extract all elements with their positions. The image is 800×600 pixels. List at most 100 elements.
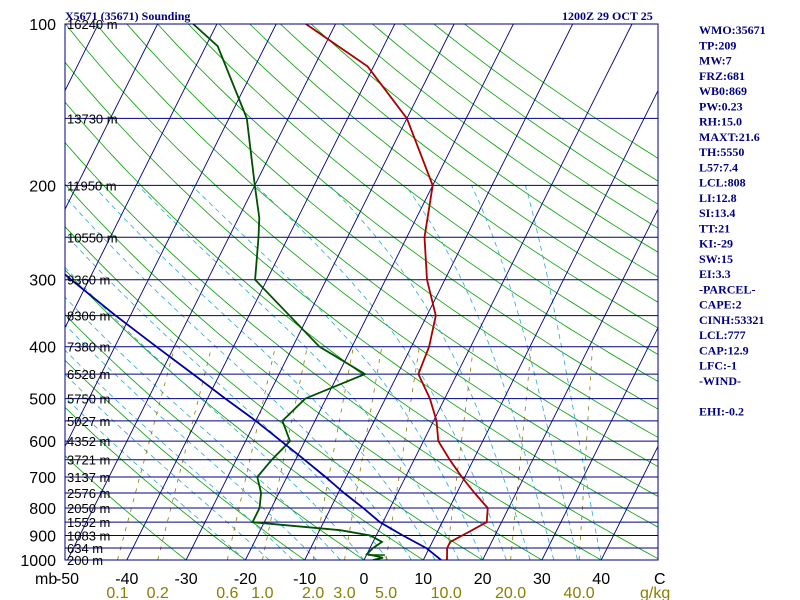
sounding-index: WB0:869 — [699, 84, 747, 98]
chart-title: X5671 (35671) Sounding — [65, 9, 190, 23]
sounding-index: TT:21 — [699, 221, 730, 235]
temperature-tick-label: -50 — [56, 571, 79, 588]
altitude-label: 10550 m — [67, 230, 118, 245]
mixing-ratio-label: 5.0 — [375, 585, 397, 600]
isotherm — [126, 24, 396, 560]
sounding-traces — [65, 24, 489, 560]
isotherm — [244, 24, 514, 560]
pressure-tick-label: 900 — [29, 528, 56, 545]
sounding-index: CAPE:2 — [699, 298, 742, 312]
moist-adiabat — [65, 373, 270, 560]
sounding-index: MAXT:21.6 — [699, 130, 760, 144]
sounding-index: WMO:35671 — [699, 23, 766, 37]
isotherm — [65, 24, 277, 448]
altitude-label: 7380 m — [67, 340, 110, 355]
temperature-tick-label: -10 — [293, 571, 316, 588]
temperature-tick-label: 0 — [360, 571, 369, 588]
temperature-tick-label: 40 — [592, 571, 610, 588]
sounding-index: LFC:-1 — [699, 359, 737, 373]
isotherm — [422, 89, 658, 560]
temperature-tick-label: -30 — [175, 571, 198, 588]
altitude-label: 1083 m — [67, 528, 110, 543]
sounding-index: MW:7 — [699, 54, 732, 68]
pressure-tick-label: 300 — [29, 273, 56, 290]
mixing-ratio-line — [344, 346, 383, 560]
mixing-ratio-label: 1.0 — [251, 585, 273, 600]
temperature-tick-label: 20 — [474, 571, 492, 588]
sounding-index: LI:12.8 — [699, 191, 737, 205]
temperature-trace — [305, 24, 489, 560]
pressure-tick-label: 400 — [29, 340, 56, 357]
sounding-index: SW:15 — [699, 252, 733, 266]
altitude-label: 2050 m — [67, 501, 110, 516]
temperature-tick-label: 30 — [533, 571, 551, 588]
isotherm — [541, 326, 658, 560]
isotherm — [304, 24, 574, 560]
temperature-unit-label: C — [654, 571, 666, 588]
pressure-tick-label: 100 — [29, 17, 56, 34]
background-grid — [65, 24, 658, 560]
pressure-tick-label: 1000 — [20, 553, 56, 570]
dewpoint-trace — [192, 24, 384, 560]
sounding-index: -PARCEL- — [699, 282, 755, 296]
altitude-label: 3137 m — [67, 470, 110, 485]
sounding-datetime: 1200Z 29 OCT 25 — [562, 9, 653, 23]
sounding-index: SI:13.4 — [699, 206, 735, 220]
altitude-label: 2576 m — [67, 486, 110, 501]
temperature-tick-label: -40 — [115, 571, 138, 588]
altitude-label: 5750 m — [67, 392, 110, 407]
altitude-label: 634 m — [67, 541, 103, 556]
sounding-index: CAP:12.9 — [699, 343, 749, 357]
isotherm — [67, 24, 336, 560]
mixing-ratio-label: 0.1 — [106, 585, 128, 600]
mixing-ratio-line — [117, 346, 176, 560]
temperature-tick-label: -20 — [234, 571, 257, 588]
sounding-index: TP:209 — [699, 38, 736, 52]
mixing-ratio-unit-label: g/kg — [640, 585, 670, 600]
sounding-index: LCL:777 — [699, 328, 746, 342]
sounding-index: -WIND- — [699, 374, 741, 388]
altitude-label: 16240 m — [67, 17, 118, 32]
pressure-tick-label: 800 — [29, 501, 56, 518]
sounding-index: CINH:53321 — [699, 313, 764, 327]
altitude-label: 13730 m — [67, 111, 118, 126]
mixing-ratio-line — [262, 346, 308, 560]
temperature-tick-label: 10 — [414, 571, 432, 588]
pressure-tick-label: 500 — [29, 392, 56, 409]
sounding-index: L57:7.4 — [699, 160, 738, 174]
altitude-label: 200 m — [67, 553, 103, 568]
mixing-ratio-label: 0.2 — [147, 585, 169, 600]
mixing-ratio-label: 20.0 — [495, 585, 526, 600]
isotherm — [65, 24, 159, 211]
sounding-index: LCL:808 — [699, 176, 746, 190]
isotherm — [185, 24, 455, 560]
sounding-index: EHI:-0.2 — [699, 404, 744, 418]
altitude-label: 4352 m — [67, 434, 110, 449]
altitude-label: 1552 m — [67, 515, 110, 530]
altitude-label: 8306 m — [67, 309, 110, 324]
altitude-label: 5027 m — [67, 414, 110, 429]
altitude-label: 11950 m — [67, 178, 117, 193]
altitude-label: 9360 m — [67, 273, 110, 288]
isotherm — [65, 24, 218, 329]
sounding-index: FRZ:681 — [699, 69, 745, 83]
sounding-index: EI:3.3 — [699, 267, 731, 281]
mixing-ratio-label: 2.0 — [302, 585, 324, 600]
parcel-trace — [65, 273, 442, 560]
sounding-index: KI:-29 — [699, 237, 733, 251]
isotherm — [600, 445, 658, 560]
isotherm — [363, 24, 633, 560]
altitude-label: 6528 m — [67, 367, 110, 382]
mixing-ratio-label: 40.0 — [564, 585, 595, 600]
pressure-tick-label: 600 — [29, 434, 56, 451]
altitude-label: 3721 m — [67, 453, 110, 468]
sounding-index: RH:15.0 — [699, 115, 742, 129]
sounding-index: TH:5550 — [699, 145, 744, 159]
moist-adiabat — [65, 233, 389, 560]
pressure-unit-label: mb — [35, 571, 57, 588]
mixing-ratio-label: 0.6 — [216, 585, 238, 600]
mixing-ratio-line — [226, 346, 276, 560]
